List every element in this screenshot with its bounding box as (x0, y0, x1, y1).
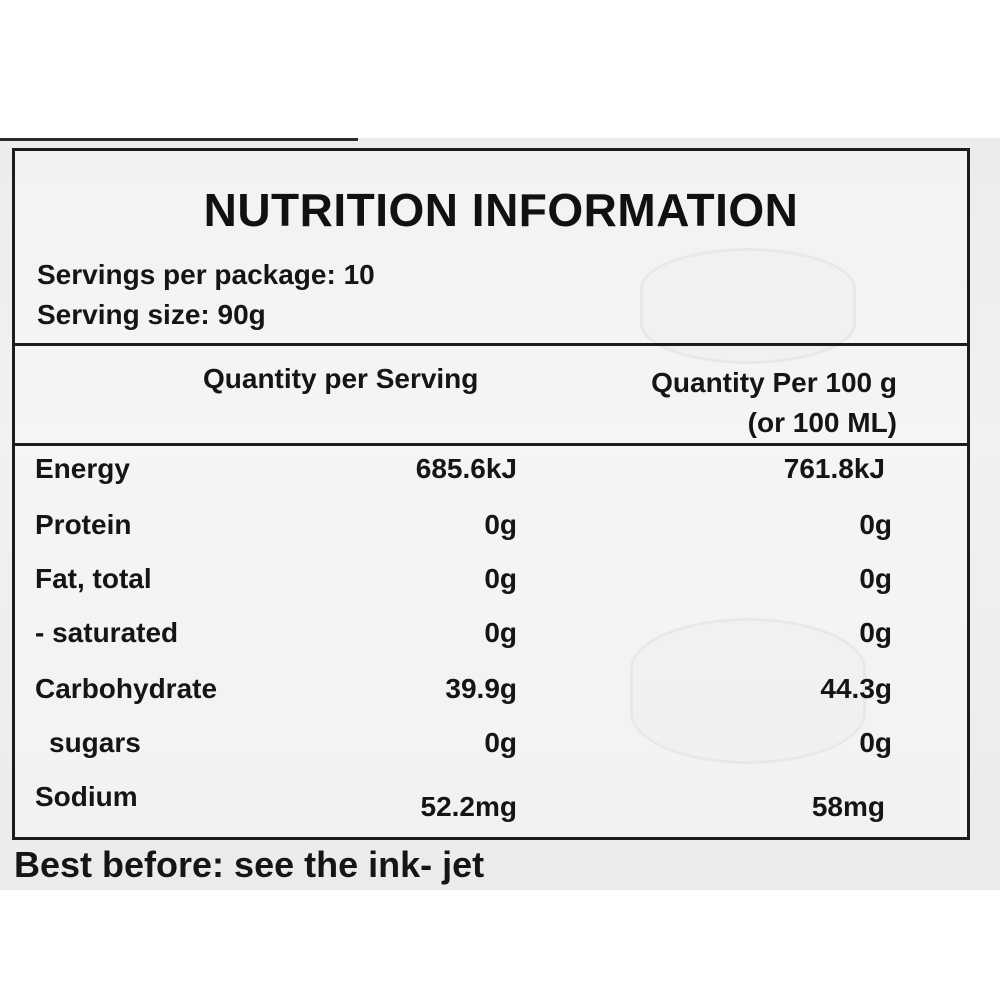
value-per-100: 761.8kJ (783, 453, 885, 484)
serving-size: Serving size: 90g (37, 299, 266, 330)
servings-per-package: Servings per package: 10 (37, 259, 375, 290)
table-row: Fat, total 0g 0g (15, 563, 967, 619)
value-per-100: 0g (859, 617, 892, 648)
value-per-100: 0g (859, 563, 892, 594)
value-per-100: 44.3g (820, 673, 892, 704)
columns-divider (15, 443, 967, 446)
best-before-text: Best before: see the ink- jet (14, 844, 485, 885)
value-per-100: 0g (859, 727, 892, 758)
package-surface: NUTRITION INFORMATION Servings per packa… (0, 138, 1000, 890)
column-header-per-serving: Quantity per Serving (203, 363, 479, 394)
serving-info: Servings per package: 10 Serving size: 9… (37, 255, 375, 335)
top-divider (0, 138, 358, 141)
column-header-per-100-line1: Quantity Per 100 g (651, 367, 897, 398)
table-row: Sodium 52.2mg 58mg (15, 781, 967, 837)
value-per-serving: 0g (484, 727, 517, 758)
nutrient-name: Sodium (35, 781, 138, 812)
value-per-100: 58mg (811, 791, 885, 822)
table-row: Protein 0g 0g (15, 509, 967, 565)
table-row: sugars 0g 0g (15, 727, 967, 783)
nutrient-name: Protein (35, 509, 132, 540)
nutrient-name: Energy (35, 453, 130, 484)
column-header-per-100-line2: (or 100 ML) (747, 407, 897, 438)
nutrient-name: Fat, total (35, 563, 152, 594)
value-per-serving: 0g (484, 563, 517, 594)
nutrient-name: - saturated (35, 617, 179, 648)
nutrition-panel: NUTRITION INFORMATION Servings per packa… (12, 148, 970, 840)
table-row: Carbohydrate 39.9g 44.3g (15, 673, 967, 729)
value-per-serving: 0g (484, 617, 517, 648)
column-header-per-100: Quantity Per 100 g (or 100 ML) (651, 363, 897, 443)
table-row: Energy 685.6kJ 761.8kJ (15, 453, 967, 509)
header-divider (15, 343, 967, 346)
value-per-serving: 52.2mg (420, 791, 518, 822)
value-per-serving: 0g (484, 509, 517, 540)
panel-title: NUTRITION INFORMATION (203, 184, 799, 236)
nutrient-name: sugars (49, 727, 141, 758)
value-per-serving: 39.9g (445, 673, 517, 704)
value-per-serving: 685.6kJ (415, 453, 517, 484)
value-per-100: 0g (859, 509, 892, 540)
nutrient-name: Carbohydrate (35, 673, 218, 704)
table-row: - saturated 0g 0g (15, 617, 967, 673)
